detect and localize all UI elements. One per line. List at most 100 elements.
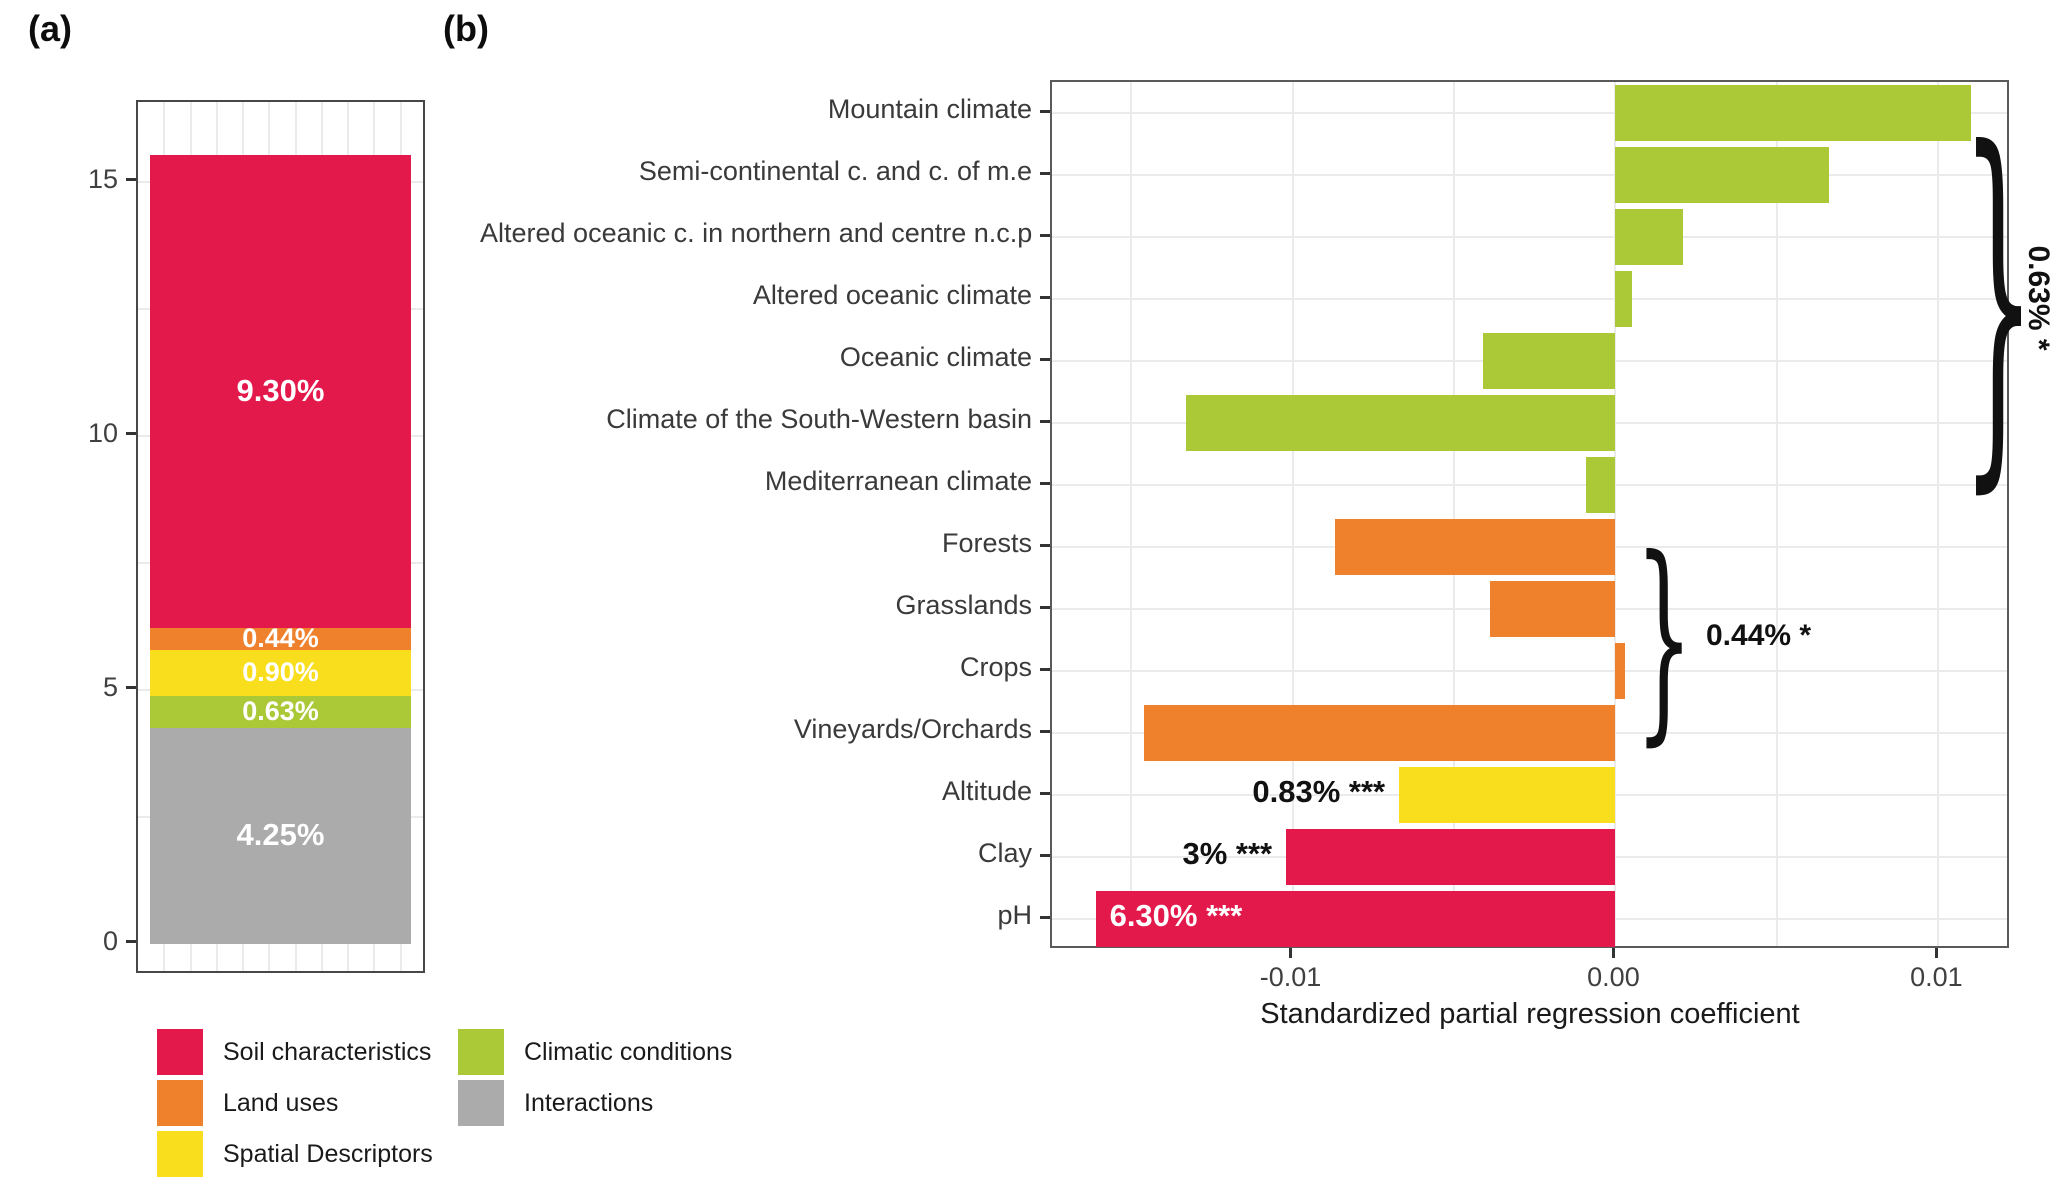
y-axis-tick — [1040, 853, 1050, 857]
bar-mediterranean-climate — [1586, 457, 1616, 513]
gridline-vertical — [1291, 82, 1294, 946]
x-axis-tick-label: -0.01 — [1259, 962, 1322, 992]
panel-a-tag: (a) — [28, 8, 72, 49]
x-axis-tick — [1934, 948, 1938, 958]
legend-label: Interactions — [524, 1089, 654, 1117]
x-axis-tick-label: 0.00 — [1587, 962, 1640, 992]
y-axis-tick — [1040, 171, 1050, 175]
category-label: Mountain climate — [827, 94, 1032, 124]
stacked-segment-interactions — [150, 727, 411, 944]
bar-climate-of-the-south-western-basin — [1186, 395, 1616, 451]
legend-key-soil — [157, 1029, 203, 1075]
y-axis-tick-label: 15 — [87, 163, 118, 194]
bar-oceanic-climate — [1483, 333, 1616, 389]
segment-value-label: 0.63% — [242, 695, 319, 726]
stacked-bar-panel: 4.25% 0.63% 0.90% 0.44% 9.30% — [136, 100, 425, 973]
y-axis-tick — [126, 432, 136, 436]
gridline-horizontal — [1052, 484, 2007, 486]
y-axis-tick — [1040, 295, 1050, 299]
y-axis-tick-label: 5 — [102, 671, 118, 702]
gridline-horizontal — [1052, 174, 2007, 176]
y-axis-tick — [1040, 419, 1050, 423]
group-brace: } — [1961, 87, 2035, 509]
bar-annotation: 6.30% *** — [1109, 898, 1243, 933]
category-label: Vineyards/Orchards — [793, 714, 1032, 744]
x-axis-tick-label: 0.01 — [1910, 962, 1963, 992]
y-axis-tick — [126, 940, 136, 943]
bar-altered-oceanic-c-in-northern-and-centre-n-c-p — [1615, 209, 1684, 265]
category-label: pH — [997, 900, 1032, 930]
bar-clay — [1286, 829, 1616, 885]
category-label: Climate of the South-Western basin — [606, 404, 1032, 434]
gridline-vertical — [1937, 82, 1940, 946]
group-percent-label: 0.63% * — [2022, 245, 2055, 351]
segment-value-label: 4.25% — [236, 817, 325, 853]
bar-ph — [1095, 891, 1616, 947]
category-label: Altitude — [941, 776, 1032, 806]
x-axis-tick — [1289, 948, 1293, 958]
category-label: Clay — [977, 838, 1032, 868]
legend-key-climatic — [458, 1029, 504, 1075]
y-axis-tick — [1040, 605, 1050, 609]
y-axis-tick — [1040, 667, 1050, 671]
legend-label: Climatic conditions — [524, 1038, 733, 1066]
legend-label: Land uses — [223, 1089, 339, 1117]
x-axis-tick — [1611, 948, 1615, 958]
stacked-segment-spatial — [150, 649, 411, 696]
legend-key-interactions — [458, 1080, 504, 1126]
y-axis-tick — [1040, 109, 1050, 113]
bar-grasslands — [1489, 581, 1616, 637]
stacked-segment-climatic — [150, 695, 411, 728]
stacked-segment-soil — [150, 155, 411, 628]
x-axis-title: Standardized partial regression coeffici… — [1260, 998, 1800, 1030]
segment-value-label: 0.44% — [242, 623, 319, 654]
legend-label: Spatial Descriptors — [223, 1140, 433, 1168]
y-axis-tick — [1040, 233, 1050, 237]
bar-mountain-climate — [1615, 85, 1971, 141]
legend-key-spatial — [157, 1131, 203, 1177]
category-label: Altered oceanic climate — [752, 280, 1032, 310]
gridline-horizontal — [1052, 236, 2007, 238]
bar-crops — [1615, 643, 1626, 699]
group-percent-label: 0.44% * — [1706, 619, 1812, 652]
bar-altered-oceanic-climate — [1615, 271, 1632, 327]
category-label: Mediterranean climate — [764, 466, 1032, 496]
coefficient-bar-panel — [1050, 80, 2009, 948]
bar-altitude — [1399, 767, 1616, 823]
y-axis-tick-label: 0 — [102, 925, 118, 956]
y-axis-tick-label: 10 — [87, 417, 118, 448]
category-label: Oceanic climate — [839, 342, 1032, 372]
bar-annotation: 3% *** — [1182, 836, 1273, 871]
gridline-vertical — [1453, 82, 1455, 946]
y-axis-tick — [1040, 729, 1050, 733]
y-axis-tick — [1040, 543, 1050, 547]
legend-label: Soil characteristics — [223, 1038, 432, 1066]
brace-glyph: } — [1634, 512, 1694, 765]
gridline-horizontal — [1052, 298, 2007, 300]
panel-b-tag: (b) — [443, 8, 489, 49]
gridline-horizontal — [1052, 670, 2007, 672]
group-brace: } — [1635, 521, 1693, 757]
y-axis-tick — [1040, 481, 1050, 485]
gridline-horizontal — [1052, 112, 2007, 114]
stacked-segment-land — [150, 627, 411, 650]
bar-forests — [1334, 519, 1616, 575]
segment-value-label: 0.90% — [242, 657, 319, 688]
category-label: Crops — [959, 652, 1032, 682]
y-axis-tick — [1040, 791, 1050, 795]
gridline-vertical — [1775, 82, 1778, 946]
y-axis-tick — [126, 686, 136, 690]
bar-annotation: 0.83% *** — [1252, 774, 1386, 809]
bar-vineyards-orchards — [1144, 705, 1616, 761]
category-label: Altered oceanic c. in northern and centr… — [480, 218, 1033, 248]
gridline-vertical — [1614, 82, 1617, 946]
bar-semi-continental-c-and-c-of-m-e — [1615, 147, 1829, 203]
category-label: Grasslands — [895, 590, 1032, 620]
segment-value-label: 9.30% — [236, 373, 325, 409]
y-axis-tick — [1040, 357, 1050, 361]
brace-glyph: } — [1960, 72, 2036, 524]
gridline-vertical — [1130, 82, 1133, 946]
category-label: Semi-continental c. and c. of m.e — [638, 156, 1032, 186]
y-axis-tick — [1040, 915, 1050, 919]
